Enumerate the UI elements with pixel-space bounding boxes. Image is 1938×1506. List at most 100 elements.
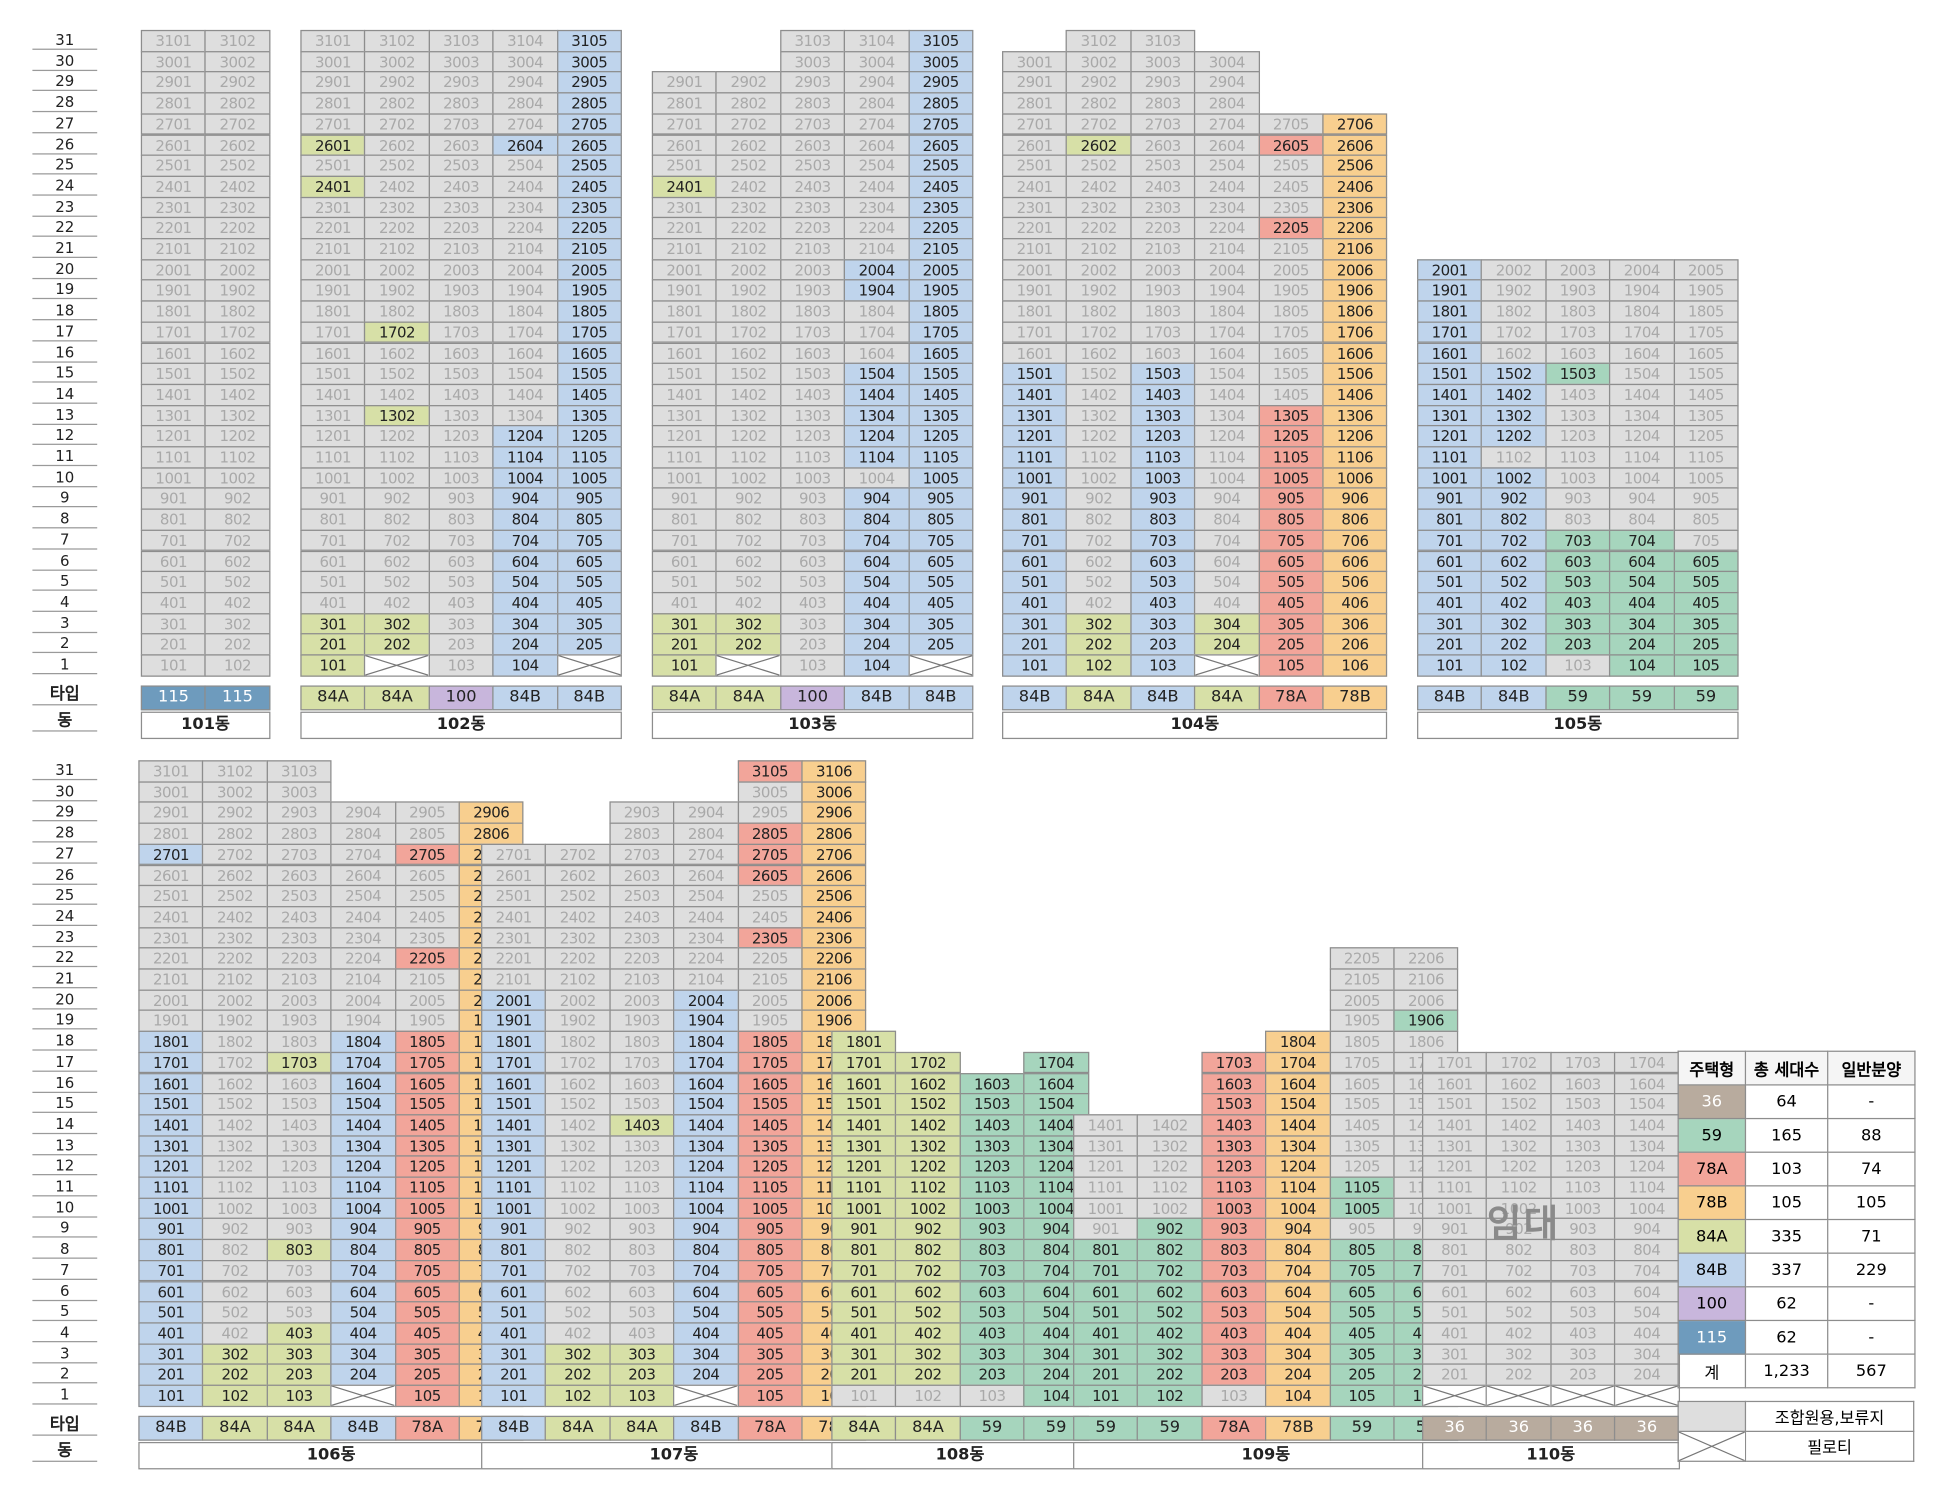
unit-cell: 402 (364, 591, 430, 614)
unit-cell: 1406 (1322, 383, 1388, 406)
piloti-cell (1422, 1384, 1488, 1407)
unit-cell: 1904 (673, 1009, 739, 1033)
unit-cell: 2004 (492, 258, 558, 281)
unit-cell: 502 (715, 571, 782, 594)
unit-cell: 1801 (138, 1030, 204, 1053)
unit-cell: 1402 (364, 383, 430, 406)
unit-cell: 701 (1417, 529, 1483, 552)
unit-cell: 704 (492, 529, 558, 552)
unit-cell: 203 (1201, 1363, 1267, 1386)
unit-cell: 1903 (609, 1009, 675, 1033)
unit-cell: 203 (1130, 633, 1196, 656)
unit-cell: 1802 (364, 300, 430, 323)
piloti-swatch (1677, 1430, 1747, 1462)
unit-cell: 2001 (481, 989, 547, 1012)
unit-cell: 1804 (673, 1030, 739, 1053)
unit-cell: 204 (492, 633, 558, 656)
unit-cell: 2301 (651, 196, 718, 219)
unit-cell: 2603 (609, 864, 675, 887)
unit-cell: 606 (1322, 550, 1388, 573)
unit-cell: 704 (1609, 529, 1675, 552)
unit-cell: 2606 (801, 864, 867, 887)
unit-cell: 705 (908, 529, 974, 552)
unit-type-cell: 84A (831, 1415, 897, 1441)
unit-cell: 1403 (959, 1114, 1025, 1137)
unit-cell: 2004 (1194, 258, 1260, 281)
unit-cell: 302 (895, 1343, 961, 1366)
piloti-cell (1550, 1384, 1616, 1407)
unit-cell: 1604 (1609, 342, 1675, 365)
unit-cell: 403 (1130, 591, 1196, 614)
unit-cell: 2602 (715, 133, 782, 157)
unit-cell: 2105 (1329, 968, 1395, 991)
unit-cell: 2002 (715, 258, 782, 281)
unit-cell: 403 (779, 591, 846, 614)
unit-cell: 305 (1673, 612, 1739, 635)
unit-cell: 901 (140, 487, 207, 510)
unit-cell: 905 (556, 487, 622, 510)
unit-cell: 1401 (138, 1114, 204, 1137)
floor-label: 17 (32, 1052, 98, 1072)
unit-cell: 2303 (1130, 196, 1196, 219)
unit-cell: 1501 (140, 362, 207, 385)
unit-cell: 904 (1194, 487, 1260, 510)
unit-cell: 2101 (140, 238, 207, 261)
unit-cell: 1703 (428, 321, 494, 344)
unit-cell: 1503 (428, 362, 494, 385)
unit-cell: 1701 (1002, 321, 1068, 344)
unit-cell: 1803 (428, 300, 494, 323)
unit-cell: 1302 (1486, 1134, 1552, 1157)
unit-cell: 1102 (202, 1176, 268, 1199)
unit-cell: 505 (1673, 571, 1739, 594)
floor-label: 28 (32, 92, 98, 113)
unit-cell: 2005 (1673, 258, 1739, 281)
unit-cell: 403 (609, 1322, 675, 1345)
unit-cell: 1506 (1322, 362, 1388, 385)
unit-cell: 2602 (204, 133, 271, 157)
unit-cell: 2902 (204, 71, 271, 94)
unit-cell: 1605 (556, 342, 622, 365)
legend-row: 84A 335 71 (1677, 1218, 1916, 1254)
unit-cell: 2603 (428, 133, 494, 157)
unit-type-cell: 84A (364, 685, 430, 711)
unit-cell: 1003 (1130, 466, 1196, 490)
unit-cell: 1901 (300, 279, 366, 302)
unit-cell: 805 (1673, 508, 1739, 531)
unit-cell: 1003 (428, 466, 494, 490)
unit-cell: 1702 (715, 321, 782, 344)
unit-cell: 1702 (895, 1051, 961, 1074)
unit-cell: 2002 (202, 989, 268, 1012)
unit-cell: 701 (1002, 529, 1068, 552)
unit-cell: 1204 (1265, 1155, 1331, 1178)
unit-cell: 605 (1258, 550, 1324, 573)
unit-cell: 1302 (204, 404, 271, 427)
unit-cell: 1105 (1258, 446, 1324, 469)
unit-cell: 3102 (1066, 29, 1132, 52)
unit-cell: 1705 (556, 321, 622, 344)
unit-cell: 3004 (843, 50, 910, 73)
unit-cell: 603 (959, 1280, 1025, 1303)
unit-cell: 802 (1066, 508, 1132, 531)
unit-cell: 2303 (779, 196, 846, 219)
legend-type-swatch: 36 (1677, 1084, 1747, 1120)
unit-cell: 105 (737, 1384, 803, 1407)
unit-cell: 1304 (1609, 404, 1675, 427)
unit-cell: 304 (1609, 612, 1675, 635)
unit-cell: 1502 (1481, 362, 1547, 385)
unit-cell: 1202 (1137, 1155, 1203, 1178)
unit-type-cell: 59 (1545, 685, 1611, 711)
unit-cell: 1902 (545, 1009, 611, 1033)
unit-cell: 1701 (1422, 1051, 1488, 1074)
unit-cell: 1401 (1002, 383, 1068, 406)
floor-label: 3 (32, 1343, 98, 1363)
unit-cell: 2901 (300, 71, 366, 94)
legend-total: 62 (1744, 1286, 1829, 1322)
unit-cell: 2601 (1002, 133, 1068, 157)
unit-cell: 701 (831, 1259, 897, 1282)
unit-cell: 1905 (1329, 1009, 1395, 1033)
unit-cell: 204 (330, 1363, 396, 1386)
unit-cell: 802 (1137, 1238, 1203, 1261)
unit-cell: 1704 (1194, 321, 1260, 344)
unit-cell: 203 (1550, 1363, 1616, 1386)
